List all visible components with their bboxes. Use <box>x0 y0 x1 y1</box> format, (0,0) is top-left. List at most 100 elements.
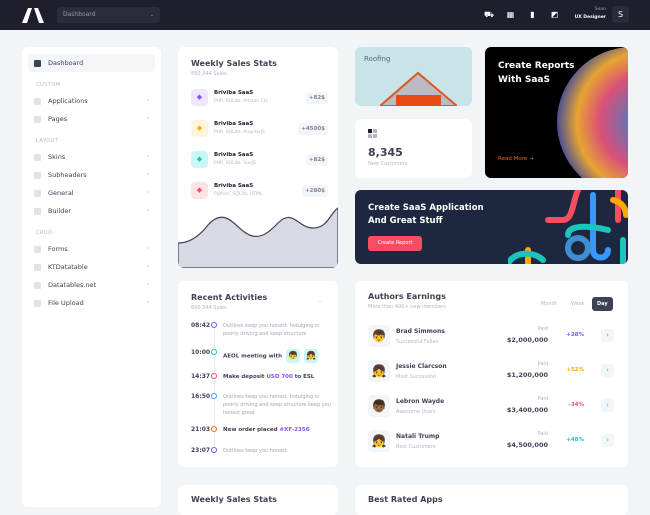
activity-text-main: Outlines keep you honest. Indulging in p… <box>223 323 320 337</box>
banner-pattern <box>508 190 628 264</box>
customers-card: 8,345 New Customers <box>355 119 472 178</box>
author-name[interactable]: Lebron Wayde <box>396 398 445 405</box>
sidebar-item-forms[interactable]: Forms › <box>28 240 155 258</box>
arrow-right-button[interactable]: › <box>601 434 614 447</box>
paid-amount: $4,500,000 <box>506 441 548 449</box>
more-options-icon[interactable]: ·· <box>318 299 322 306</box>
sidebar-item-ktdatatable[interactable]: KTDatatable › <box>28 258 155 276</box>
attendee-avatar[interactable]: 👦 <box>286 349 301 363</box>
activity-text-main: Make deposit <box>223 374 267 380</box>
menu-item-icon <box>34 208 41 215</box>
customers-value: 8,345 <box>368 146 403 159</box>
chevron-right-icon: › <box>146 245 149 252</box>
sidebar-item-label: KTDatatable <box>48 263 88 271</box>
author-name[interactable]: Brad Simmons <box>396 328 445 335</box>
timeline-dot <box>211 426 217 432</box>
activity-text-main: Outlines keep you honest. Indulging in p… <box>223 394 331 416</box>
activity-text: Make deposit USD 700 to ESL <box>223 373 335 381</box>
sidebar-section-title: CUSTOM <box>36 82 61 88</box>
sales-item[interactable]: ◆ Briviba SaaS Python, SQLite, HTML +280$ <box>191 182 328 202</box>
change-percent: +28% <box>566 332 584 338</box>
activity-time: 21:03 <box>191 426 211 433</box>
activity-text-main: AEOL meeting with <box>223 353 283 360</box>
activity-highlight[interactable]: USD 700 <box>266 374 293 380</box>
sidebar-item-label: Subheaders <box>48 171 87 179</box>
product-name: Briviba SaaS <box>214 183 254 189</box>
activity-text: Outlines keep you honest. Indulging in p… <box>223 393 335 417</box>
chevron-right-icon: › <box>146 299 149 306</box>
weekly-sales-card: Weekly Sales Stats 890,344 Sales ◆ Brivib… <box>178 47 338 268</box>
user-info[interactable]: Sean UX Designer <box>575 6 606 22</box>
activity-time: 23:07 <box>191 447 211 454</box>
read-more-link[interactable]: Read More → <box>498 156 534 162</box>
author-name[interactable]: Jessie Clarcson <box>396 363 447 370</box>
breadcrumb-dropdown[interactable]: Dashboard ⌄ <box>57 7 160 23</box>
card-title: Authors Earnings <box>368 292 446 301</box>
activity-highlight[interactable]: #XF-2356 <box>279 427 310 433</box>
paid-amount: $3,400,000 <box>506 406 548 414</box>
create-report-button[interactable]: Create Report <box>368 236 422 251</box>
arrow-right-button[interactable]: › <box>601 364 614 377</box>
reports-title-line2: With SaaS <box>498 75 550 85</box>
sidebar-item-skins[interactable]: Skins › <box>28 148 155 166</box>
banner-title-line2: And Great Stuff <box>368 216 443 226</box>
grid-icon[interactable]: ▦ <box>506 10 515 19</box>
avatar: 👦🏾 <box>368 395 390 417</box>
sidebar-item-subheaders[interactable]: Subheaders › <box>28 166 155 184</box>
app-logo[interactable] <box>22 8 44 23</box>
timeline-dot <box>211 322 217 328</box>
cart-icon[interactable]: ⛟ <box>484 10 495 19</box>
menu-item-icon <box>34 264 41 271</box>
sales-wave-chart <box>178 207 338 268</box>
avatar: 👦 <box>368 325 390 347</box>
roofing-card[interactable]: Roofing <box>355 47 472 106</box>
sidebar-item-builder[interactable]: Builder › <box>28 202 155 220</box>
tab-day[interactable]: Day <box>592 297 613 311</box>
customers-label: New Customers <box>368 161 408 167</box>
menu-item-icon <box>34 282 41 289</box>
sidebar-item-label: Dashboard <box>48 59 84 67</box>
product-desc: PHP, SQLite, AngularJS <box>214 130 265 135</box>
paid-label: Paid <box>537 396 548 402</box>
card-subtitle: 890,344 Sales <box>191 305 227 311</box>
sales-item[interactable]: ◆ Briviba SaaS PHP, SQLite, AngularJS +4500… <box>191 120 328 140</box>
chevron-right-icon: › <box>146 97 149 104</box>
attendee-avatar[interactable]: 👧 <box>304 349 319 363</box>
change-percent: +48% <box>566 437 584 443</box>
reports-title: Create Reports <box>498 61 575 71</box>
avatar[interactable]: S <box>612 6 629 23</box>
author-name[interactable]: Natali Trump <box>396 433 440 440</box>
arrow-right-button[interactable]: › <box>601 329 614 342</box>
tab-month[interactable]: Month <box>541 301 557 307</box>
sidebar-item-file-upload[interactable]: File Upload › <box>28 294 155 312</box>
chevron-down-icon: ⌄ <box>149 12 154 18</box>
chart-icon[interactable]: ▮ <box>530 10 535 19</box>
card-subtitle: 890,344 Sales <box>191 71 227 77</box>
sidebar-item-applications[interactable]: Applications › <box>28 92 155 110</box>
sales-item[interactable]: ◆ Briviba SaaS PHP, SQLite, VueJS +82$ <box>191 151 328 171</box>
chevron-right-icon: › <box>146 189 149 196</box>
product-value: +4500$ <box>298 123 328 135</box>
sidebar-item-dashboard[interactable]: Dashboard <box>28 54 155 72</box>
sidebar: Dashboard CUSTOM Applications › Pages › LAYOUT… <box>22 47 161 507</box>
sidebar-item-pages[interactable]: Pages › <box>28 110 155 128</box>
sidebar-item-datatables-net[interactable]: Datatables.net › <box>28 276 155 294</box>
layers-icon[interactable]: ◩ <box>550 10 559 19</box>
product-desc: PHP, SQLite, Artisan CLI <box>214 99 268 104</box>
author-desc: Most Successful <box>396 374 436 380</box>
card-title: Recent Activities <box>191 293 268 302</box>
change-percent: -34% <box>568 402 584 408</box>
sales-item[interactable]: ◆ Briviba SaaS PHP, SQLite, Artisan CLI +82… <box>191 89 328 109</box>
menu-item-icon <box>34 300 41 307</box>
sidebar-item-general[interactable]: General › <box>28 184 155 202</box>
recent-activities-card: Recent Activities 890,344 Sales ·· <box>178 281 338 467</box>
activity-text: New order placed #XF-2356 <box>223 426 335 434</box>
arrow-right-icon: → <box>528 156 534 162</box>
arrow-right-button[interactable]: › <box>601 399 614 412</box>
sidebar-item-label: Applications <box>48 97 88 105</box>
sidebar-item-label: File Upload <box>48 299 84 307</box>
chevron-right-icon: › <box>146 263 149 270</box>
product-name: Briviba SaaS <box>214 152 254 158</box>
tab-week[interactable]: Week <box>571 301 585 307</box>
timeline-dot <box>211 349 217 355</box>
